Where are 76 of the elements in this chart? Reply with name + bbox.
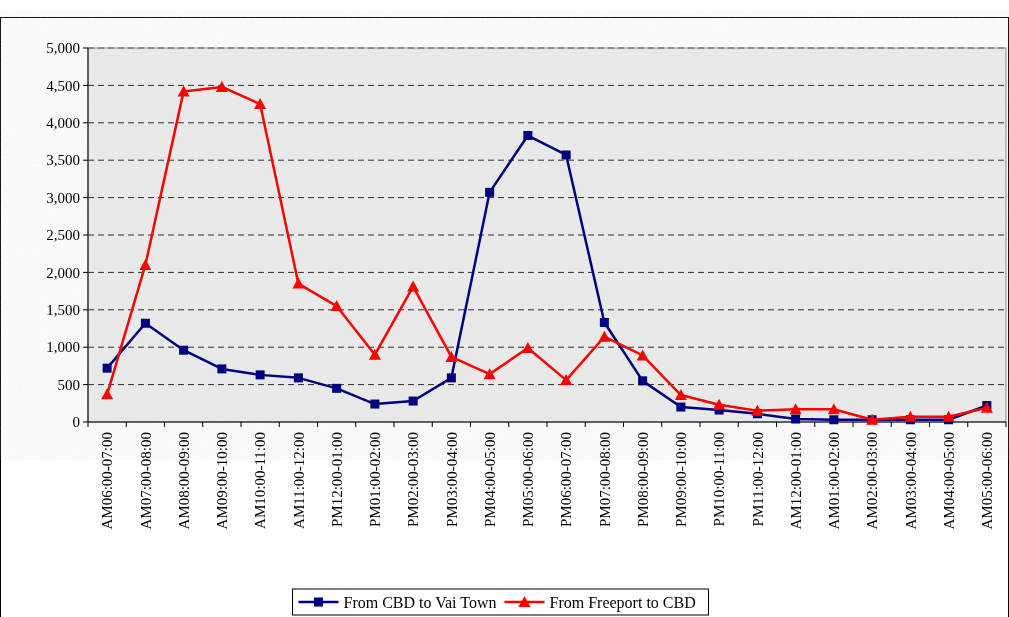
point [368,348,381,360]
x-tick-label: PM10:00-11:00 [711,432,728,527]
x-tick-label: AM08:00-09:00 [175,432,192,530]
x-tick-label: PM01:00-02:00 [367,432,384,528]
point [177,85,190,97]
point [751,404,764,416]
x-tick-label: PM03:00-04:00 [443,432,460,528]
y-tick-label: 2,500 [46,227,80,244]
point [179,345,189,355]
y-tick-label: 0 [72,414,80,431]
x-tick-label: AM03:00-04:00 [902,432,919,530]
x-tick-label: PM08:00-09:00 [634,432,651,528]
point [217,364,227,374]
point [638,376,648,386]
x-tick-label: AM09:00-10:00 [214,432,231,530]
x-tick-label: PM12:00-01:00 [328,432,345,528]
y-tick-label: 5,000 [46,40,80,57]
point [407,280,420,292]
x-tick-label: PM09:00-10:00 [673,432,690,528]
point [599,318,609,328]
point [636,349,649,361]
point [904,410,917,422]
point [445,350,458,362]
x-tick-label: AM07:00-08:00 [137,432,154,530]
point [827,403,840,415]
x-tick-label: AM05:00-06:00 [979,432,996,530]
y-tick-label: 4,500 [46,77,80,94]
point [676,402,686,412]
x-tick-label: AM01:00-02:00 [826,432,843,530]
x-tick-label: AM10:00-11:00 [252,432,269,529]
point [483,368,496,380]
point [713,398,726,410]
point [791,414,801,424]
point [560,374,573,386]
point [829,415,839,425]
y-tick-label: 2,000 [46,264,80,281]
y-tick-label: 4,000 [46,115,80,132]
legend-label: From CBD to Vai Town [343,593,497,611]
point [139,258,152,270]
point [293,373,303,383]
point [485,187,495,197]
x-tick-label: PM07:00-08:00 [596,432,613,528]
point [561,150,571,160]
point [674,389,687,401]
y-tick-label: 3,000 [46,189,80,206]
point [255,370,265,380]
point [942,410,955,422]
point [446,373,456,383]
x-tick-label: PM04:00-05:00 [481,432,498,528]
y-tick-label: 1,500 [46,302,80,319]
point [598,330,611,342]
point [101,388,114,400]
x-tick-label: AM11:00-12:00 [290,432,307,529]
x-tick-label: AM12:00-01:00 [787,432,804,530]
legend-label: From Freeport to CBD [549,593,696,612]
point [330,300,343,312]
point [408,396,418,406]
x-tick-label: AM06:00-07:00 [99,432,116,530]
y-tick-label: 1,000 [46,339,80,356]
point [254,98,267,110]
x-tick-label: PM06:00-07:00 [558,432,575,528]
x-tick-label: PM05:00-06:00 [520,432,537,528]
y-tick-label: 3,500 [46,152,80,169]
x-tick-label: AM04:00-05:00 [940,432,957,530]
point [523,131,533,141]
point [292,277,305,289]
point [140,318,150,328]
x-tick-label: PM11:00-12:00 [749,432,766,527]
x-tick-label: PM02:00-03:00 [405,432,422,528]
x-tick-label: AM02:00-03:00 [864,432,881,530]
y-tick-label: 500 [57,376,80,393]
point [215,80,228,92]
point [370,399,380,409]
point [102,363,112,373]
point [332,383,342,393]
point [789,403,802,415]
